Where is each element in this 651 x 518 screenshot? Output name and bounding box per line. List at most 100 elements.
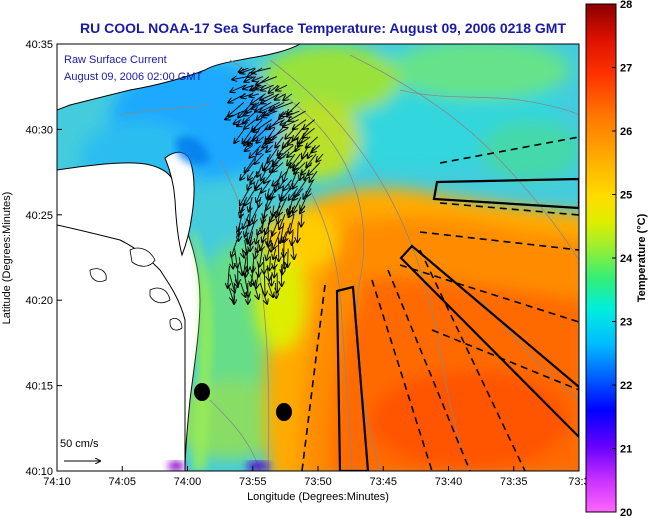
current-vector (240, 205, 244, 218)
current-vector (301, 214, 302, 226)
current-vector (238, 231, 239, 241)
current-vector (304, 170, 310, 180)
current-vector (266, 248, 269, 261)
current-vector (303, 119, 315, 130)
current-vector (272, 222, 278, 236)
mooring-marker (276, 403, 292, 421)
current-vector (258, 196, 260, 207)
y-tick-label: 40:15 (25, 381, 53, 393)
current-vector (282, 257, 284, 274)
current-vector (256, 188, 263, 202)
current-vector (306, 153, 317, 167)
current-vector (237, 119, 251, 127)
current-vector (249, 196, 252, 212)
colorbar-tick-label: 28 (620, 0, 632, 11)
current-vector (276, 282, 277, 298)
current-vector (271, 101, 293, 110)
current-vector (251, 67, 271, 73)
current-vector (232, 257, 233, 268)
y-tick-label: 40:35 (25, 39, 53, 51)
current-vector (253, 282, 259, 299)
survey-boxes (335, 177, 579, 471)
current-vector (266, 196, 274, 210)
current-vector (287, 153, 296, 165)
current-vector (300, 205, 306, 214)
y-tick-label: 40:25 (25, 210, 53, 222)
current-vector (228, 102, 245, 116)
y-axis: 40:35 40:30 40:25 40:20 40:15 40:10 (25, 39, 62, 478)
x-tick-label: 74:10 (43, 476, 71, 488)
current-vector (288, 136, 300, 145)
current-vector (264, 170, 274, 183)
current-vector (250, 94, 259, 97)
current-vector (245, 222, 250, 237)
current-vector (235, 274, 238, 286)
current-vector (243, 214, 250, 228)
y-tick-label: 40:10 (25, 466, 53, 478)
current-vector (308, 162, 321, 176)
current-vector (293, 119, 307, 130)
current-vector (285, 127, 296, 139)
current-vector (292, 239, 294, 259)
current-vector (292, 231, 294, 245)
colorbar-tick-label: 23 (620, 317, 632, 329)
current-vector (278, 196, 288, 215)
x-tick-label: 73:50 (304, 476, 332, 488)
current-vector (289, 188, 298, 199)
current-vector (281, 188, 291, 200)
current-vector (255, 179, 265, 190)
colorbar-tick-label: 26 (620, 126, 632, 138)
x-tick-label: 73:55 (239, 476, 267, 488)
current-vector (238, 222, 240, 236)
current-vector (276, 196, 283, 217)
current-vector (265, 214, 274, 234)
current-vector (289, 205, 296, 218)
current-vector (259, 248, 262, 267)
current-vector (282, 231, 286, 241)
current-vector (276, 84, 288, 90)
y-tick-label: 40:20 (25, 295, 53, 307)
current-vector (231, 239, 238, 257)
current-vector (248, 179, 253, 190)
map-panel[interactable] (57, 40, 590, 480)
current-vector (302, 145, 309, 158)
map-title: RU COOL NOAA-17 Sea Surface Temperature:… (80, 20, 566, 36)
current-vector (256, 231, 259, 243)
current-vector (257, 162, 264, 177)
current-vector (254, 214, 257, 223)
current-vector (316, 153, 324, 162)
surface-current-vectors (225, 67, 324, 304)
current-vector (245, 188, 257, 205)
current-vector (227, 282, 234, 301)
colorbar-tick-label: 21 (620, 444, 632, 456)
current-vector (272, 170, 288, 185)
current-vector (302, 127, 315, 138)
current-vector (264, 274, 265, 295)
current-vector (273, 248, 276, 259)
y-axis-label: Latitude (Degrees:Minutes) (1, 192, 13, 325)
scale-label: 50 cm/s (60, 438, 99, 450)
current-vector (255, 248, 257, 259)
current-vector (283, 119, 299, 127)
x-tick-label: 73:45 (369, 476, 397, 488)
current-vector (243, 110, 257, 124)
current-vector (256, 136, 264, 143)
x-tick-label: 73:35 (500, 476, 528, 488)
current-vector (247, 248, 248, 272)
colorbar-tick-label: 20 (620, 507, 632, 518)
current-vector (259, 282, 267, 304)
current-vector (293, 127, 304, 140)
current-vector (252, 257, 253, 272)
current-vector (294, 162, 306, 174)
colorbar-tick-label: 24 (620, 253, 633, 265)
current-vector (240, 188, 250, 205)
colorbar-tick-label: 27 (620, 63, 632, 75)
current-vector (262, 231, 266, 241)
x-tick-label: 74:00 (174, 476, 202, 488)
x-tick-label: 73:40 (435, 476, 463, 488)
current-vector (270, 257, 271, 270)
current-vector (256, 274, 258, 288)
current-vector (268, 231, 274, 246)
current-vector (280, 222, 285, 243)
